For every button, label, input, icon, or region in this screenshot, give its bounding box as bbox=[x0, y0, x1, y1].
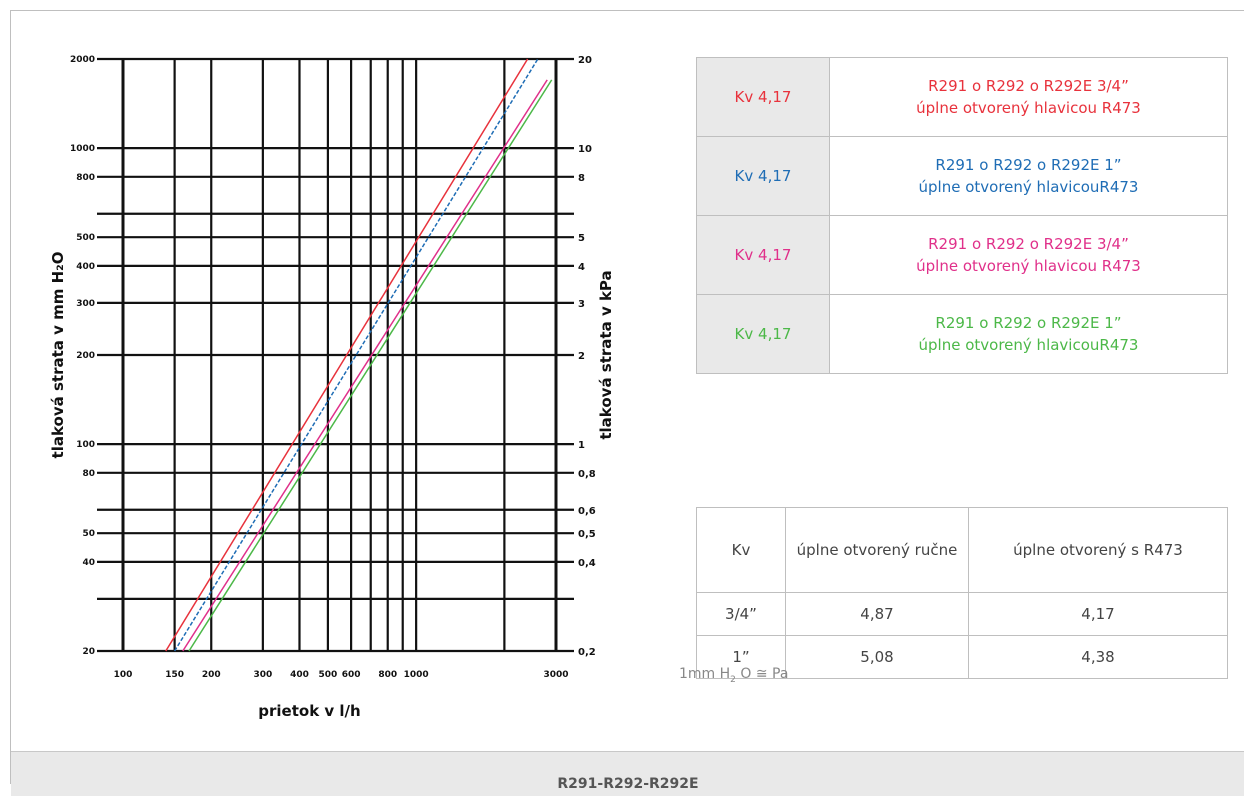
y-axis-title-right: tlaková strata v kPa bbox=[597, 270, 615, 439]
y-right-tick-label: 1 bbox=[578, 440, 585, 451]
legend-row: Kv 4,17 R291 o R292 o R292E 3/4” úplne otv… bbox=[696, 215, 1228, 295]
footer-title: R291-R292-R292E bbox=[557, 776, 699, 792]
x-tick-label: 800 bbox=[378, 670, 397, 680]
unit-note: 1mm H2 O ≅ Pa bbox=[679, 666, 788, 685]
y-axis-title-left: tlaková strata v mm H₂O bbox=[49, 252, 67, 459]
x-tick-label: 600 bbox=[342, 670, 361, 680]
legend-kv: Kv 4,17 bbox=[696, 294, 830, 374]
legend-line2: úplne otvorený hlavicou R473 bbox=[916, 99, 1141, 117]
x-tick-label: 150 bbox=[165, 670, 184, 680]
y-right-tick-label: 8 bbox=[578, 173, 585, 184]
footer-bar: R291-R292-R292E bbox=[11, 751, 1244, 796]
x-tick-label: 400 bbox=[290, 670, 309, 680]
kv-cell: 4,17 bbox=[968, 592, 1228, 636]
kv-cell: 4,38 bbox=[968, 635, 1228, 679]
kv-cell: 3/4” bbox=[696, 592, 786, 636]
legend-line2: úplne otvorený hlavicou R473 bbox=[916, 257, 1141, 275]
y-left-tick-label: 1000 bbox=[70, 144, 95, 154]
legend-description: R291 o R292 o R292E 3/4” úplne otvorený h… bbox=[829, 215, 1228, 295]
y-right-tick-label: 20 bbox=[578, 55, 592, 66]
series-line bbox=[165, 58, 529, 652]
legend-description: R291 o R292 o R292E 1” úplne otvorený hla… bbox=[829, 294, 1228, 374]
y-right-tick-label: 0,6 bbox=[578, 506, 596, 517]
unit-note-suffix: O ≅ Pa bbox=[735, 666, 789, 682]
kv-header-kv: Kv bbox=[696, 507, 786, 593]
kv-cell: 4,87 bbox=[785, 592, 969, 636]
y-left-tick-label: 2000 bbox=[70, 55, 95, 65]
series-line bbox=[182, 79, 548, 652]
legend-description: R291 o R292 o R292E 1” úplne otvorený hla… bbox=[829, 136, 1228, 216]
y-left-tick-label: 80 bbox=[82, 469, 95, 479]
x-tick-label: 100 bbox=[114, 670, 133, 680]
legend-description: R291 o R292 o R292E 3/4” úplne otvorený h… bbox=[829, 57, 1228, 137]
x-tick-label: 200 bbox=[202, 670, 221, 680]
legend-kv: Kv 4,17 bbox=[696, 57, 830, 137]
kv-table-header-row: Kv úplne otvorený ručne úplne otvorený s… bbox=[696, 507, 1228, 593]
y-right-tick-label: 0,4 bbox=[578, 558, 596, 569]
y-right-tick-label: 0,8 bbox=[578, 469, 596, 480]
x-tick-label: 300 bbox=[253, 670, 272, 680]
legend-line2: úplne otvorený hlavicouR473 bbox=[918, 178, 1139, 196]
y-left-tick-label: 300 bbox=[76, 299, 95, 309]
chart-svg: 100 150 200 300 400 500 600 800 1000 300020405080… bbox=[49, 55, 615, 720]
y-left-tick-label: 40 bbox=[82, 558, 95, 568]
y-right-tick-label: 10 bbox=[578, 144, 592, 155]
series-line bbox=[173, 58, 539, 652]
kv-header-r473: úplne otvorený s R473 bbox=[968, 507, 1228, 593]
legend-kv: Kv 4,17 bbox=[696, 136, 830, 216]
series-line bbox=[188, 79, 553, 652]
legend-row: Kv 4,17 R291 o R292 o R292E 1” úplne otvor… bbox=[696, 294, 1228, 374]
y-left-tick-label: 20 bbox=[82, 647, 95, 657]
pressure-loss-chart: 100 150 200 300 400 500 600 800 1000 3000 20 40 50 80… bbox=[11, 11, 651, 751]
y-right-tick-label: 0,5 bbox=[578, 529, 596, 540]
legend-line1: R291 o R292 o R292E 1” bbox=[935, 156, 1122, 174]
x-axis-title: prietok v l/h bbox=[258, 702, 360, 720]
x-tick-label: 3000 bbox=[543, 670, 568, 680]
legend-row: Kv 4,17 R291 o R292 o R292E 1” úplne otvor… bbox=[696, 136, 1228, 216]
y-right-tick-label: 5 bbox=[578, 233, 585, 244]
y-right-tick-label: 2 bbox=[578, 351, 585, 362]
kv-table: Kv úplne otvorený ručne úplne otvorený s… bbox=[696, 507, 1228, 679]
y-left-tick-label: 50 bbox=[82, 529, 95, 539]
y-right-tick-label: 4 bbox=[578, 262, 585, 273]
legend-table: Kv 4,17 R291 o R292 o R292E 3/4” úplne otv… bbox=[696, 57, 1228, 374]
legend-line2: úplne otvorený hlavicouR473 bbox=[918, 336, 1139, 354]
unit-note-sub: 2 bbox=[730, 674, 736, 685]
y-left-tick-label: 200 bbox=[76, 351, 95, 361]
table-row: 1” 5,08 4,38 bbox=[696, 635, 1228, 679]
y-left-tick-label: 400 bbox=[76, 262, 95, 272]
legend-line1: R291 o R292 o R292E 3/4” bbox=[928, 77, 1129, 95]
legend-line1: R291 o R292 o R292E 1” bbox=[935, 314, 1122, 332]
table-row: 3/4” 4,87 4,17 bbox=[696, 592, 1228, 636]
y-right-tick-label: 0,2 bbox=[578, 647, 596, 658]
kv-cell: 5,08 bbox=[785, 635, 969, 679]
y-left-tick-label: 800 bbox=[76, 173, 95, 183]
unit-note-prefix: 1mm H bbox=[679, 666, 731, 682]
page-frame: 100 150 200 300 400 500 600 800 1000 3000 20 40 50 80… bbox=[10, 10, 1244, 796]
legend-row: Kv 4,17 R291 o R292 o R292E 3/4” úplne otv… bbox=[696, 57, 1228, 137]
y-left-tick-label: 500 bbox=[76, 233, 95, 243]
x-tick-label: 1000 bbox=[404, 670, 429, 680]
legend-line1: R291 o R292 o R292E 3/4” bbox=[928, 235, 1129, 253]
y-right-tick-label: 3 bbox=[578, 299, 585, 310]
kv-cell: 1” bbox=[696, 635, 786, 679]
x-tick-label: 500 bbox=[318, 670, 337, 680]
kv-header-manual: úplne otvorený ručne bbox=[785, 507, 969, 593]
legend-kv: Kv 4,17 bbox=[696, 215, 830, 295]
y-left-tick-label: 100 bbox=[76, 440, 95, 450]
